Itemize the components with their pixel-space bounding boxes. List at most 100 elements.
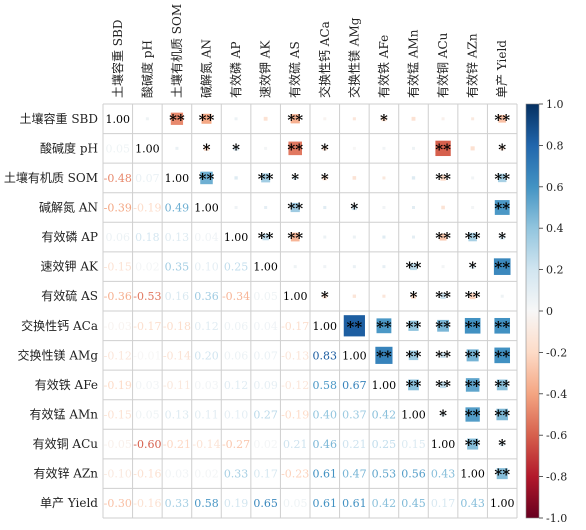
coef-label: 0.17 [431,497,456,510]
significance-mark: ** [406,347,422,365]
coef-square [204,145,209,151]
row-label: 单产 Yield [40,496,98,510]
significance-mark: ** [494,407,510,425]
coef-label: -0.16 [133,468,161,481]
coef-label: 0.65 [253,497,278,510]
significance-mark: * [469,259,477,277]
colorbar-tick-label: 0.4 [546,222,564,235]
coef-square [466,349,479,362]
coef-label: 0.67 [342,379,367,392]
coef-square [408,379,419,391]
column-label: 有效锰 AMn [406,29,421,98]
column-label: 单产 Yield [495,40,509,98]
coef-square [352,265,356,269]
coef-label: 0.05 [106,142,131,155]
coef-square [469,293,476,300]
coef-label: 0.07 [253,349,278,362]
significance-mark: * [291,170,299,188]
coef-label: 0.09 [253,379,278,392]
coef-square [497,173,507,183]
row-label: 有效磷 AP [41,229,98,244]
coef-square [290,232,300,242]
coef-square [262,233,269,241]
coef-label: 0.35 [165,261,190,274]
coef-square [411,176,416,180]
coef-square [234,206,238,209]
colorbar-tick-label: -0.2 [546,346,567,359]
significance-mark: ** [406,377,422,395]
column-label: 酸碱度 pH [139,40,154,98]
coef-label: -0.60 [133,438,161,451]
coef-square [500,294,504,298]
coef-label: 0.61 [313,468,338,481]
coef-square [464,317,481,334]
coef-square [411,293,416,299]
coef-label: 0.04 [253,320,278,333]
significance-mark: ** [435,318,451,336]
coef-label: 0.11 [194,409,219,422]
significance-mark: ** [465,288,481,306]
column-label: 有效硫 AS [287,41,302,98]
coef-label: 0.42 [372,409,397,422]
coef-square [233,146,239,151]
row-label: 土壤有机质 SOM [4,170,98,185]
coef-square [352,146,356,150]
coef-square [234,117,238,121]
row-label: 有效锰 AMn [30,407,99,422]
colorbar-tick-label: -1.0 [546,512,567,525]
coef-square [441,205,445,210]
significance-mark: ** [465,318,481,336]
significance-mark: * [380,111,388,129]
coef-square [435,140,451,157]
coef-label: 0.83 [313,349,338,362]
coef-square [410,263,417,271]
coef-square [470,146,475,151]
coef-square [382,146,386,150]
coef-square [439,381,447,389]
coef-square [264,146,268,150]
significance-mark: ** [406,259,422,277]
coef-label: 0.25 [224,261,249,274]
coef-label: -0.05 [104,438,132,451]
coef-label: 0.07 [135,172,160,185]
significance-mark: ** [199,111,215,129]
column-label: 有效锌 AZn [465,33,480,98]
coef-square [200,171,213,185]
coef-square [375,346,393,364]
coef-label: -0.39 [104,202,132,215]
coef-square [494,200,510,215]
coef-square [382,206,386,209]
coef-label: -0.27 [222,438,250,451]
coef-square [352,117,356,121]
coef-square [437,319,449,332]
coef-square [323,117,327,121]
row-label: 有效铜 ACu [33,436,99,451]
coef-label: -0.03 [104,320,132,333]
coef-label: 1.00 [253,261,278,274]
significance-mark: ** [406,318,422,336]
coef-square [382,294,386,298]
coef-label: 0.61 [342,497,367,510]
row-label: 土壤容重 SBD [20,111,98,126]
coef-label: -0.23 [281,468,309,481]
coef-square [494,317,511,334]
coef-label: 0.25 [372,438,397,451]
coef-label: -0.15 [104,261,132,274]
coef-square [323,265,327,269]
coef-label: -0.19 [133,202,161,215]
significance-mark: ** [494,377,510,395]
coef-label: 1.00 [135,142,160,155]
coef-square [234,176,238,180]
coef-square [465,378,480,392]
coef-square [352,294,357,298]
coef-square [499,234,505,240]
significance-mark: ** [376,318,392,336]
coef-square [440,175,446,181]
significance-mark: * [439,407,447,425]
heatmap-cells: 1.00 ** ** ** * **0.05 1.00 * * ** * ** *-0.48 0.07 1.… [102,103,518,519]
coef-label: -0.17 [281,320,309,333]
coef-square [441,117,445,121]
significance-mark: ** [435,170,451,188]
coef-square [381,116,387,122]
